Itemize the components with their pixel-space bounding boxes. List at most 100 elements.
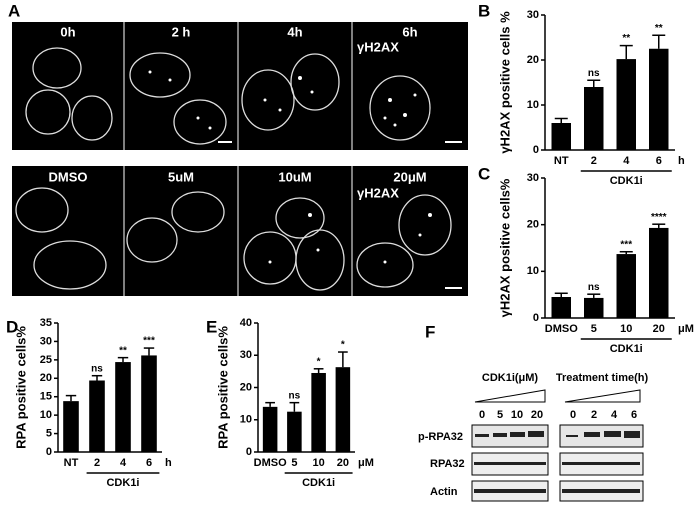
image-label: 6h [402,24,417,39]
image-label: 2 h [172,24,191,39]
bar [335,367,351,452]
x-tick-label: 2 [591,155,597,167]
group-label: CDK1i [302,477,335,489]
x-unit: μM [358,457,374,469]
x-tick-label: 2 [94,457,100,469]
significance-label: * [317,356,321,367]
y-tick-label: 5 [46,427,52,439]
group-label: CDK1i [610,343,643,355]
bar [262,406,278,452]
y-tick-label: 25 [40,354,52,366]
y-tick-label: 10 [527,99,539,111]
gradient-triangle [474,389,546,403]
significance-label: *** [143,336,155,347]
bar [141,355,157,452]
image-label: 4h [287,24,302,39]
panel-label: E [206,317,217,336]
y-tick-label: 15 [40,391,52,403]
y-tick-label: 30 [527,172,539,184]
bar [63,401,79,452]
x-tick-label: 10 [313,457,325,469]
significance-label: * [341,340,345,351]
significance-label: ns [588,282,600,293]
lane-label: 10 [511,409,523,421]
bar [649,227,669,318]
y-axis-label: RPA positive cells% [13,326,28,449]
y-tick-label: 20 [527,54,539,66]
bar [311,372,326,452]
bar [584,87,604,150]
y-tick-label: 10 [527,265,539,277]
x-tick-label: 20 [337,457,349,469]
row-label: RPA32 [430,458,465,470]
blot-title: CDK1i(μM) [482,372,539,384]
image-label: 20μM [393,169,426,184]
x-tick-label: 5 [591,323,597,335]
significance-label: ** [119,345,127,356]
x-tick-label: 4 [120,457,127,469]
lane-label: 4 [611,409,618,421]
y-tick-label: 20 [40,372,52,384]
y-axis-label: RPA positive cells% [215,326,230,449]
panel-label: C [478,164,490,183]
bar [551,123,571,150]
lane-label: 0 [479,409,485,421]
x-tick-label: 5 [291,457,297,469]
panel-label: F [425,322,435,341]
lane-label: 0 [570,409,576,421]
y-tick-label: 0 [46,446,52,458]
row-label: p-RPA32 [418,431,463,443]
image-row [12,166,468,296]
significance-label: ** [622,33,630,44]
x-tick-label: 10 [620,323,632,335]
y-tick-label: 20 [240,381,252,393]
y-tick-label: 30 [40,335,52,347]
x-tick-label: NT [64,457,79,469]
bar [616,254,636,318]
y-tick-label: 20 [527,219,539,231]
stain-label: γH2AX [357,185,399,200]
significance-label: ns [289,390,301,401]
y-axis-label: γH2AX positive cells% [497,178,512,317]
blot-title: Treatment time(h) [556,372,649,384]
bar [649,48,669,150]
y-tick-label: 0 [533,144,539,156]
gradient-triangle [564,389,641,403]
x-unit: μM [678,323,694,335]
significance-label: ** [655,23,663,34]
y-tick-label: 0 [246,446,252,458]
group-label: CDK1i [106,477,139,489]
x-unit: h [165,457,172,469]
bar [115,362,131,452]
bar [89,380,105,452]
y-tick-label: 30 [240,349,252,361]
significance-label: *** [620,239,632,250]
y-axis-label: γH2AX positive cells % [497,11,512,154]
x-unit: h [678,155,685,167]
lane-label: 6 [631,409,637,421]
lane-label: 20 [531,409,543,421]
image-label: 0h [60,24,75,39]
x-tick-label: 6 [146,457,152,469]
y-tick-label: 35 [40,317,52,329]
bar [551,297,571,318]
y-tick-label: 0 [533,312,539,324]
y-tick-label: 40 [240,317,252,329]
image-label: DMSO [49,169,88,184]
stain-label: γH2AX [357,39,399,54]
x-tick-label: 4 [623,155,630,167]
panel-label: B [478,1,490,20]
y-tick-label: 10 [240,414,252,426]
significance-label: ns [588,68,600,79]
x-tick-label: 20 [653,323,665,335]
lane-label: 2 [591,409,597,421]
x-tick-label: DMSO [254,457,287,469]
y-tick-label: 10 [40,409,52,421]
x-tick-label: NT [554,155,569,167]
group-label: CDK1i [610,175,643,187]
bar [287,411,302,452]
panel-label: A [8,1,20,20]
western-blot: CDK1i(μM) Treatment time(h) 0 5 10 20 0 … [418,372,649,502]
x-tick-label: DMSO [545,323,578,335]
